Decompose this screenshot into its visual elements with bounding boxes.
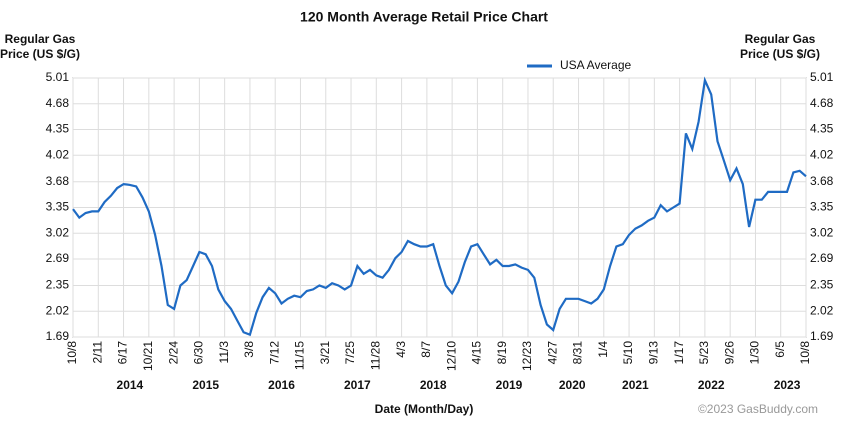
y2-tick-label: 2.69 (810, 251, 834, 265)
y-tick-label: 4.68 (46, 96, 70, 110)
y-tick-label: 2.69 (46, 251, 70, 265)
x-tick-label: 8/19 (495, 341, 509, 365)
y2-tick-label: 4.35 (810, 122, 834, 136)
x-tick-label: 3/21 (318, 341, 332, 365)
x-tick-label: 6/5 (773, 341, 787, 358)
y-tick-label: 3.02 (46, 225, 70, 239)
y2-tick-label: 5.01 (810, 70, 834, 84)
year-label: 2018 (420, 378, 447, 392)
y2-tick-label: 2.02 (810, 303, 834, 317)
y-tick-label: 5.01 (46, 70, 70, 84)
x-tick-label: 6/17 (116, 341, 130, 365)
x-tick-label: 4/3 (394, 341, 408, 358)
y2-axis-label: Price (US $/G) (740, 47, 820, 61)
x-tick-label: 12/10 (444, 341, 458, 371)
year-label: 2022 (698, 378, 725, 392)
x-tick-label: 6/30 (192, 341, 206, 365)
legend-label: USA Average (560, 58, 631, 72)
y2-axis-label: Regular Gas (745, 32, 816, 46)
y-tick-label: 2.35 (46, 278, 70, 292)
y-tick-label: 4.02 (46, 147, 70, 161)
y-axis-label: Price (US $/G) (0, 47, 80, 61)
x-tick-label: 7/12 (267, 341, 281, 365)
x-tick-label: 4/27 (545, 341, 559, 365)
y-tick-label: 2.02 (46, 303, 70, 317)
y2-tick-label: 3.35 (810, 200, 834, 214)
x-tick-label: 1/4 (596, 341, 610, 358)
year-label: 2021 (622, 378, 649, 392)
x-tick-label: 10/21 (141, 341, 155, 371)
y2-tick-label: 1.69 (810, 329, 834, 343)
x-tick-label: 5/23 (697, 341, 711, 365)
year-label: 2014 (117, 378, 144, 392)
y2-tick-label: 4.02 (810, 147, 834, 161)
x-tick-label: 12/23 (520, 341, 534, 371)
y2-tick-label: 2.35 (810, 278, 834, 292)
x-tick-label: 11/28 (368, 341, 382, 370)
x-tick-label: 9/26 (722, 341, 736, 365)
x-tick-label: 2/11 (90, 341, 104, 364)
x-tick-label: 1/17 (672, 341, 686, 365)
year-label: 2020 (559, 378, 586, 392)
y-tick-label: 3.68 (46, 174, 70, 188)
x-tick-label: 3/8 (242, 341, 256, 358)
year-label: 2015 (192, 378, 219, 392)
x-tick-label: 11/15 (293, 341, 307, 370)
x-tick-label: 4/15 (470, 341, 484, 365)
x-tick-label: 8/31 (571, 341, 585, 365)
x-axis-label: Date (Month/Day) (375, 402, 474, 416)
year-label: 2019 (496, 378, 523, 392)
x-tick-label: 10/8 (65, 341, 79, 365)
x-tick-label: 5/10 (621, 341, 635, 365)
x-tick-label: 11/3 (217, 341, 231, 364)
x-tick-label: 9/13 (647, 341, 661, 365)
x-tick-label: 8/7 (419, 341, 433, 358)
y2-tick-label: 3.02 (810, 225, 834, 239)
y-axis-label: Regular Gas (5, 32, 76, 46)
line-series (72, 76, 807, 337)
x-tick-label: 1/30 (748, 341, 762, 365)
y-tick-label: 3.35 (46, 200, 70, 214)
y2-tick-label: 4.68 (810, 96, 834, 110)
x-tick-label: 2/24 (166, 341, 180, 365)
y-tick-label: 4.35 (46, 122, 70, 136)
year-label: 2017 (344, 378, 371, 392)
x-tick-label: 7/25 (343, 341, 357, 365)
year-label: 2023 (774, 378, 801, 392)
credit: ©2023 GasBuddy.com (698, 402, 818, 416)
y-tick-label: 1.69 (46, 329, 70, 343)
chart-title: 120 Month Average Retail Price Chart (300, 9, 548, 25)
year-label: 2016 (268, 378, 295, 392)
x-tick-label: 10/8 (798, 341, 812, 365)
y2-tick-label: 3.68 (810, 174, 834, 188)
